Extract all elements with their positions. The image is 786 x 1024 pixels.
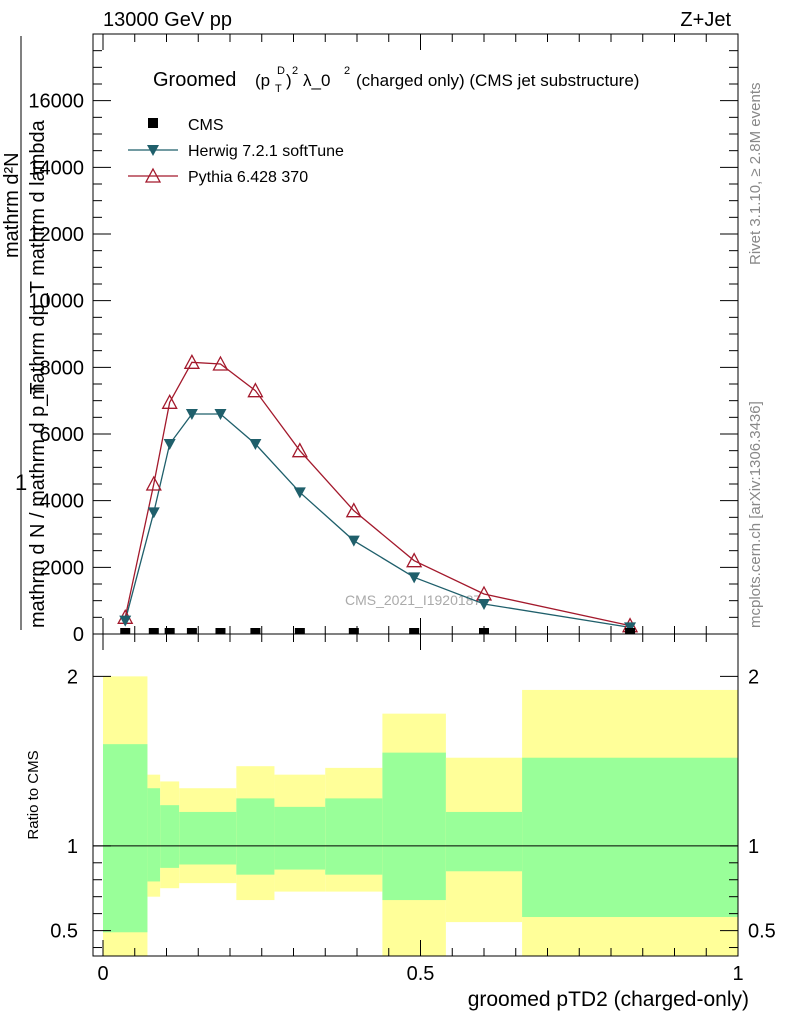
legend-pythia-label: Pythia 6.428 370 — [188, 169, 308, 186]
cms-point — [164, 628, 175, 634]
title-rest: (charged only) (CMS jet substructure) — [356, 71, 639, 90]
herwig-point — [185, 409, 198, 420]
herwig-point — [147, 507, 160, 519]
x-tick-label: 0 — [97, 963, 108, 985]
ratio-band-inner — [103, 744, 148, 933]
title-exp1: 2 — [292, 65, 298, 77]
ratio-band-inner — [445, 811, 523, 872]
ratio-band-inner — [236, 798, 275, 875]
pythia-point — [161, 393, 178, 409]
pythia-point — [291, 442, 308, 458]
analysis-watermark: CMS_2021_I1920187 — [345, 592, 481, 608]
y-tick-label: 16000 — [28, 91, 84, 113]
y-tick-label: 0 — [73, 624, 84, 646]
cms-point — [148, 628, 159, 634]
cms-point — [186, 628, 197, 634]
ratio-band-inner — [325, 798, 383, 875]
title-subscript-t: T — [275, 83, 282, 95]
ratio-plot-panel: 0.5 0.51 12 2 0 0.5 1 Ratio to CMS groomed pT… — [25, 633, 776, 1011]
y-tick-label: 4000 — [40, 491, 85, 513]
herwig-point — [119, 615, 132, 627]
x-axis-label: groomed pTD2 (charged-only) — [468, 988, 749, 1011]
legend-cms-label: CMS — [188, 117, 224, 134]
legend: CMS Herwig 7.2.1 softTune Pythia 6.428 3… — [128, 117, 344, 186]
herwig-point — [214, 409, 227, 420]
y-tick-label: 8000 — [40, 357, 85, 379]
y-label-top-numerator: mathrm d²N — [1, 152, 23, 258]
ratio-y-tick-label: 1 — [67, 836, 78, 858]
herwig-point — [163, 439, 176, 450]
cms-point — [215, 628, 226, 634]
herwig-point — [408, 572, 421, 584]
y-label-denominator: mathrm d N / mathrm d p_T — [27, 382, 49, 628]
ratio-band-inner — [160, 805, 180, 868]
x-axis: 0 0.5 1 — [97, 634, 744, 985]
pythia-point — [345, 502, 362, 518]
herwig-point — [624, 622, 637, 634]
ratio-bands — [103, 676, 738, 956]
cms-point — [348, 628, 359, 634]
cms-point — [294, 628, 305, 634]
ratio-band-inner — [382, 752, 446, 901]
plot-title: Groomed (p D T ) 2 λ_0 2 (charged only) … — [153, 65, 639, 95]
ratio-y-tick-label-right: 1 — [748, 836, 759, 858]
pythia-line — [124, 361, 631, 627]
y-tick-label: 10000 — [28, 291, 84, 313]
herwig-point — [293, 487, 306, 499]
title-paren: ) — [286, 71, 292, 90]
ratio-band-inner — [522, 757, 738, 918]
y-tick-label: 2000 — [40, 557, 85, 579]
main-y-axis-label: 1 mathrm d N / mathrm d p_T mathrm d²N m… — [1, 36, 49, 630]
series-layer — [117, 353, 639, 634]
main-x-axis-ticks — [102, 34, 739, 634]
ratio-band-inner — [274, 806, 326, 870]
y-tick-label: 12000 — [28, 224, 84, 246]
pythia-point — [247, 382, 264, 398]
ratio-y-tick-label-right: 0.5 — [748, 921, 776, 943]
ratio-band-inner — [147, 788, 161, 882]
title-symbol: (p — [255, 71, 270, 90]
title-main: Groomed — [153, 69, 236, 91]
ratio-plot-frame — [92, 633, 739, 957]
cms-point — [250, 628, 261, 634]
cms-point — [409, 628, 420, 634]
process-label: Z+Jet — [680, 9, 731, 31]
pythia-point — [406, 552, 423, 568]
title-superscript-d: D — [277, 65, 285, 77]
ratio-y-label: Ratio to CMS — [25, 750, 42, 839]
ratio-y-tick-label: 2 — [67, 666, 78, 688]
herwig-point — [347, 535, 360, 547]
pythia-point — [145, 475, 162, 491]
x-tick-label: 0.5 — [407, 963, 435, 985]
ratio-y-tick-label: 0.5 — [50, 921, 78, 943]
ratio-y-axis: 0.5 0.5 1 1 2 2 — [50, 666, 776, 949]
energy-label: 13000 GeV pp — [103, 9, 232, 31]
legend-cms-marker — [148, 118, 158, 128]
x-tick-label: 1 — [732, 963, 743, 985]
mcplots-label: mcplots.cern.ch [arXiv:1306.3436] — [747, 401, 764, 628]
pythia-point — [212, 355, 229, 371]
herwig-point — [478, 599, 490, 610]
y-tick-label: 6000 — [40, 424, 85, 446]
y-tick-label: 14000 — [28, 157, 84, 179]
rivet-version-label: Rivet 3.1.10, ≥ 2.8M events — [747, 83, 764, 266]
ratio-y-tick-label-right: 2 — [748, 666, 759, 688]
title-lambda: λ_0 — [303, 71, 330, 90]
legend-herwig-label: Herwig 7.2.1 softTune — [188, 143, 344, 160]
ratio-band-inner — [179, 811, 237, 865]
y-label-top-denominator: mathrm dp_T mathrm d lambda — [27, 119, 49, 400]
legend-pythia-marker — [144, 167, 162, 183]
main-plot-panel: 0 2000 4000 6000 8000 10000 12000 14000 16000 CM… — [1, 33, 739, 646]
title-exp2: 2 — [344, 65, 350, 77]
legend-herwig-marker — [147, 145, 159, 156]
herwig-point — [249, 439, 262, 450]
cms-point — [625, 628, 636, 634]
cms-point — [120, 628, 131, 634]
pythia-point — [183, 353, 200, 369]
cms-point — [479, 628, 489, 634]
main-y-axis: 0 2000 4000 6000 8000 10000 12000 14000 16000 — [28, 33, 738, 646]
